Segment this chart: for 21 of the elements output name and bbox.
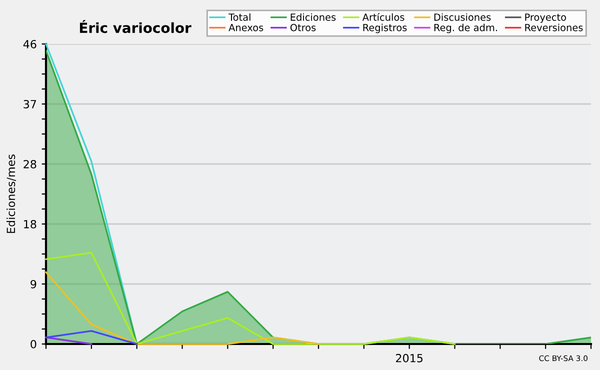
legend-label: Reversiones xyxy=(525,24,583,32)
legend-label: Registros xyxy=(363,24,407,34)
x-tick-label: 2015 xyxy=(396,354,422,362)
legend-label: Ediciones xyxy=(290,13,336,21)
legend-label: Proyecto xyxy=(525,14,566,23)
legend-label: Reg. de adm. xyxy=(434,24,497,34)
y-tick-label: 18 xyxy=(24,220,36,228)
y-tick-label: 9 xyxy=(30,280,36,288)
y-tick-label: 46 xyxy=(23,40,36,48)
legend-label: Otros xyxy=(290,24,316,32)
legend-label: Total xyxy=(228,13,250,21)
legend-label: Anexos xyxy=(228,24,264,32)
chart-title: Éric variocolor xyxy=(80,20,192,34)
line-series xyxy=(45,252,456,345)
y-tick-label: 0 xyxy=(30,340,36,348)
y-axis-title: Ediciones/mes xyxy=(6,154,16,233)
legend-label: Artículos xyxy=(362,12,404,21)
y-tick-label: 28 xyxy=(24,160,36,168)
legend-label: Discusiones xyxy=(434,13,491,21)
y-tick-label: 37 xyxy=(24,100,36,108)
line-series xyxy=(45,271,320,345)
